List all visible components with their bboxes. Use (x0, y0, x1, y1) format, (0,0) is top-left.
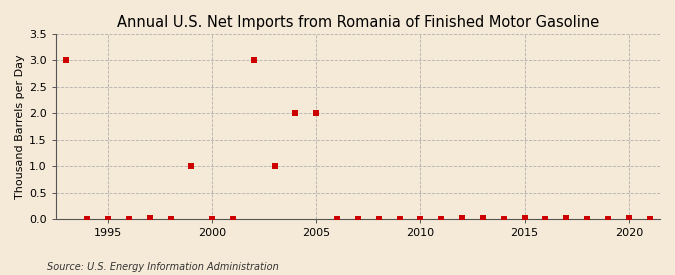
Point (519, 216, 530, 220)
Point (144, 216, 155, 220)
Point (311, 111, 322, 116)
Point (623, 216, 634, 220)
Y-axis label: Thousand Barrels per Day: Thousand Barrels per Day (15, 54, 25, 199)
Title: Annual U.S. Net Imports from Romania of Finished Motor Gasoline: Annual U.S. Net Imports from Romania of … (117, 15, 599, 30)
Point (82, 217, 92, 221)
Point (373, 217, 384, 221)
Point (394, 217, 405, 221)
Point (352, 217, 363, 221)
Point (498, 217, 509, 221)
Point (561, 216, 572, 220)
Point (103, 217, 113, 221)
Point (603, 217, 614, 221)
Point (290, 111, 301, 116)
Point (61, 58, 72, 63)
Point (457, 216, 468, 220)
Point (644, 217, 655, 221)
Point (248, 58, 259, 63)
Point (165, 217, 176, 221)
Point (415, 217, 426, 221)
Point (207, 217, 217, 221)
Point (582, 217, 593, 221)
Point (269, 164, 280, 168)
Point (477, 216, 488, 220)
Point (331, 217, 342, 221)
Point (540, 217, 551, 221)
Text: Source: U.S. Energy Information Administration: Source: U.S. Energy Information Administ… (47, 262, 279, 272)
Point (124, 217, 134, 221)
Point (436, 217, 447, 221)
Point (186, 164, 196, 168)
Point (227, 217, 238, 221)
